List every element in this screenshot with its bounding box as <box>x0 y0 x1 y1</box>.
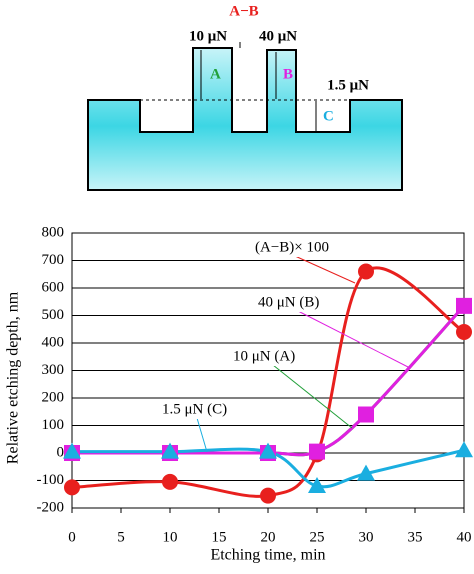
leader-line <box>297 310 411 369</box>
y-tick-label: -200 <box>37 499 65 515</box>
y-tick-label: -100 <box>37 472 65 488</box>
label-15: 1.5 μN <box>327 77 369 93</box>
marker <box>260 487 276 504</box>
series-label: 40 μN (B) <box>258 294 319 310</box>
marker <box>456 297 472 314</box>
y-tick-label: 200 <box>42 389 65 405</box>
label-a: A <box>210 66 221 82</box>
plot-frame <box>71 232 465 509</box>
marker <box>456 324 472 340</box>
x-tick-label: 40 <box>457 529 472 545</box>
x-tick-label: 10 <box>163 529 178 545</box>
x-tick-label: 5 <box>117 529 125 545</box>
marker <box>161 442 179 459</box>
label-bg <box>231 348 309 366</box>
leader-line <box>294 255 356 284</box>
marker <box>358 406 374 423</box>
x-tick-label: 15 <box>212 529 227 545</box>
x-tick-label: 30 <box>359 529 374 545</box>
label-bg <box>256 294 334 312</box>
leader-line <box>272 364 353 429</box>
label-bg <box>160 401 238 419</box>
marker <box>63 442 81 459</box>
y-tick-label: 0 <box>57 444 65 460</box>
x-axis-title: Etching time, min <box>210 547 325 564</box>
series-label: 10 μN (A) <box>233 348 295 364</box>
marker <box>162 473 178 490</box>
y-tick-label: 800 <box>42 224 65 240</box>
marker <box>357 464 375 481</box>
x-tick-label: 0 <box>68 529 76 545</box>
y-tick-label: 400 <box>42 334 65 350</box>
label-40: 40 μN <box>259 28 297 44</box>
label-10: 10 μN <box>189 28 227 44</box>
marker <box>64 479 80 496</box>
substrate <box>87 47 403 191</box>
label-b: B <box>283 66 293 82</box>
series-line <box>72 447 465 489</box>
marker <box>455 441 473 458</box>
label-ab: A−B <box>229 3 258 19</box>
y-tick-label: 600 <box>42 279 65 295</box>
x-tick-label: 25 <box>310 529 325 545</box>
x-tick-label: 35 <box>408 529 423 545</box>
y-tick-label: 700 <box>42 252 65 268</box>
label-bg <box>253 239 353 257</box>
leader-line <box>196 417 208 453</box>
diagram: A−B 10 μN 40 μN 1.5 μN A B C <box>87 3 403 191</box>
label-c: C <box>323 108 334 124</box>
series-line <box>72 304 466 457</box>
y-tick-label: 500 <box>42 307 65 323</box>
series-label: (A−B)× 100 <box>255 239 329 255</box>
marker <box>309 443 325 460</box>
y-tick-label: 300 <box>42 362 65 378</box>
marker <box>358 263 374 280</box>
y-axis-title: Relative etching depth, nm <box>5 291 22 464</box>
series-label: 1.5 μN (C) <box>162 401 227 417</box>
series-line <box>72 304 466 457</box>
y-tick-label: 100 <box>42 417 65 433</box>
x-tick-label: 20 <box>261 529 276 545</box>
marker <box>308 477 326 493</box>
marker <box>259 442 277 459</box>
